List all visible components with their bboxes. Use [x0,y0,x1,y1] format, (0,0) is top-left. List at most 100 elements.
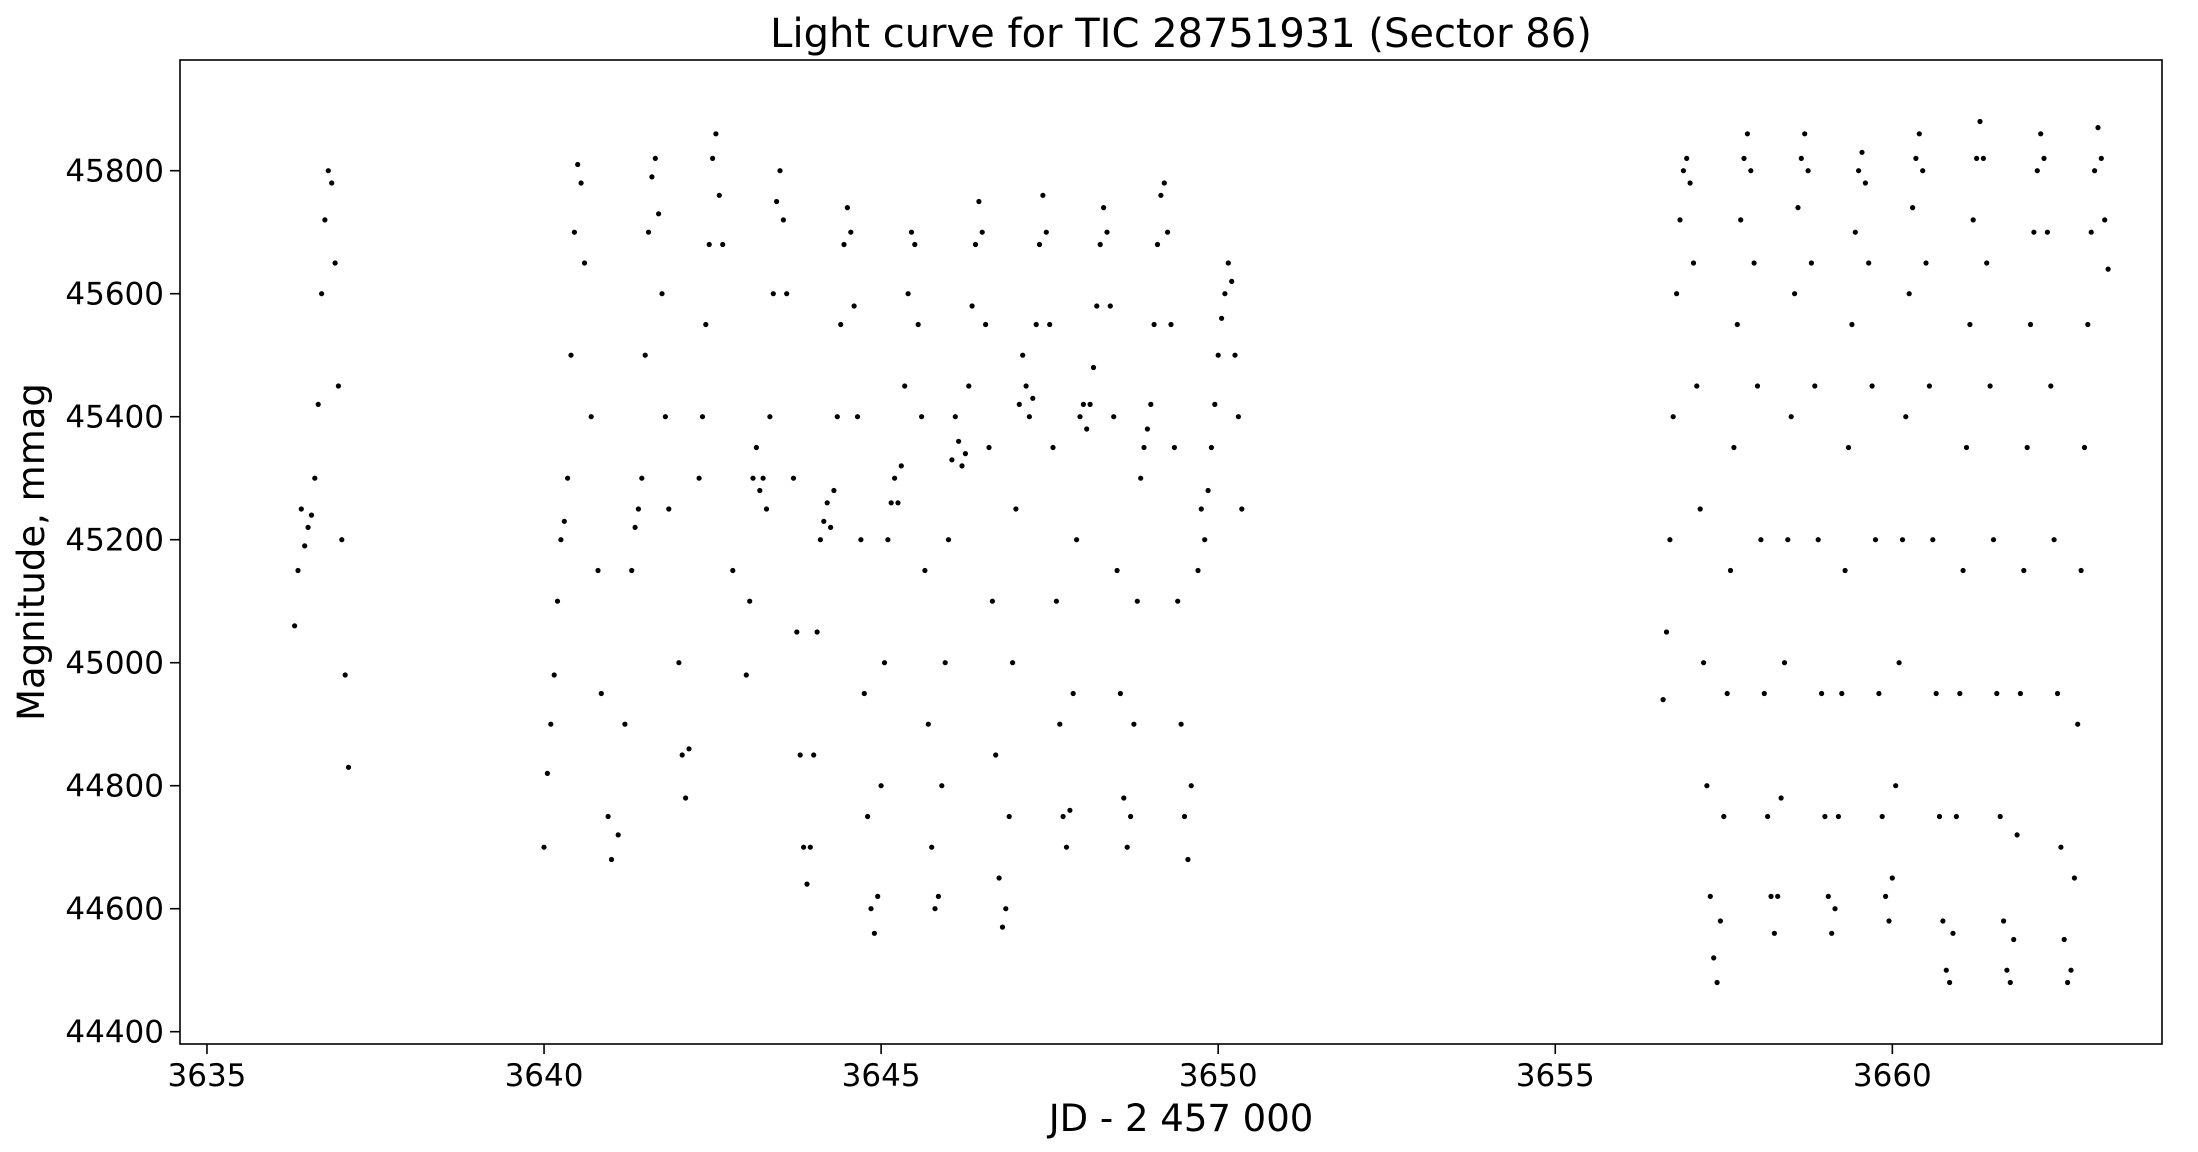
data-point-0-170 [1111,414,1117,420]
data-point-0-213 [1677,217,1683,223]
data-point-0-18 [544,770,551,777]
data-point-0-115 [925,721,931,727]
data-point-0-243 [1778,795,1784,801]
data-point-0-266 [1856,168,1862,174]
data-point-0-162 [1084,426,1090,432]
data-point-0-26 [571,229,578,235]
y-tick-label-3: 45000 [65,646,164,682]
data-point-0-340 [2105,266,2111,272]
data-point-0-45 [656,211,662,217]
data-point-0-10 [325,168,331,174]
data-point-0-87 [831,487,837,494]
x-axis-label: JD - 2 457 000 [1047,1097,1314,1140]
data-point-0-269 [1866,260,1872,266]
data-point-0-6 [312,475,318,481]
data-point-0-231 [1738,217,1744,223]
data-point-0-134 [989,598,996,604]
data-point-0-95 [858,537,864,543]
data-point-0-328 [2065,979,2071,986]
data-point-0-227 [1724,690,1730,697]
data-point-0-223 [1711,955,1717,961]
data-point-0-291 [1940,918,1946,924]
data-point-0-97 [865,813,871,820]
data-point-0-206 [1235,414,1241,420]
data-point-0-104 [888,500,894,506]
data-point-0-55 [703,321,709,328]
data-point-0-1 [295,567,301,574]
data-point-0-165 [1094,303,1100,309]
data-point-0-296 [1957,690,1963,697]
data-point-0-230 [1734,321,1740,328]
data-point-0-70 [770,291,776,297]
data-point-0-187 [1168,321,1174,328]
data-point-0-54 [699,414,706,420]
data-point-0-311 [2007,979,2013,986]
data-point-0-60 [720,241,726,248]
data-point-0-210 [1667,537,1673,543]
data-point-0-245 [1785,537,1791,543]
data-point-0-233 [1744,131,1750,137]
data-point-0-336 [2092,168,2098,174]
data-point-0-27 [575,161,581,168]
data-point-0-294 [1950,930,1956,936]
data-point-0-323 [2048,383,2054,389]
data-point-0-145 [1026,414,1032,420]
data-point-0-106 [895,500,901,506]
data-point-0-32 [598,690,604,697]
y-axis-ticks: 44400 44600 44800 45000 45200 45400 45600 45800 [65,154,180,1051]
data-point-0-79 [804,881,810,887]
data-point-0-59 [716,192,722,198]
data-point-0-251 [1805,168,1811,174]
data-point-0-120 [942,660,948,666]
data-point-0-118 [935,893,942,900]
data-point-0-172 [1117,690,1123,697]
data-point-0-167 [1101,205,1107,211]
data-point-0-293 [1947,979,1953,986]
data-point-0-58 [713,131,719,137]
y-tick-label-7: 45800 [65,154,164,190]
data-point-0-226 [1721,813,1727,820]
data-point-0-174 [1124,844,1130,850]
data-point-0-19 [548,721,554,727]
data-point-0-184 [1158,192,1164,198]
data-point-0-46 [659,291,665,297]
data-point-0-298 [1963,444,1970,451]
data-point-0-143 [1020,352,1026,358]
x-tick-label-4: 3655 [1516,1058,1595,1094]
data-point-0-195 [1198,506,1204,512]
data-point-0-68 [763,506,770,512]
data-point-0-142 [1016,401,1022,407]
data-point-0-71 [774,198,780,205]
data-point-0-47 [662,414,669,420]
data-points [292,118,2111,986]
data-point-0-322 [2044,229,2050,235]
data-point-0-25 [568,352,574,358]
data-point-0-218 [1694,383,1700,389]
data-point-0-7 [315,401,321,407]
data-point-0-256 [1822,813,1828,820]
data-point-0-83 [817,537,824,543]
data-point-0-0 [292,623,298,629]
data-point-0-339 [2102,217,2108,223]
data-point-0-209 [1663,629,1670,635]
data-point-0-244 [1781,660,1788,666]
data-point-0-38 [632,524,638,531]
data-point-0-281 [1906,291,1912,297]
data-point-0-153 [1053,598,1059,604]
data-point-0-292 [1943,967,1949,973]
data-point-0-216 [1687,180,1693,186]
data-point-0-146 [1030,395,1036,401]
data-point-0-158 [1070,690,1076,697]
x-tick-label-5: 3660 [1853,1058,1932,1094]
data-point-0-221 [1704,783,1710,789]
data-point-0-123 [952,414,958,420]
data-point-0-263 [1845,444,1852,451]
data-point-0-137 [999,924,1006,930]
data-point-0-159 [1074,537,1080,543]
data-point-0-29 [581,260,588,266]
data-point-0-164 [1090,364,1097,371]
data-point-0-77 [797,752,803,758]
data-point-0-202 [1222,291,1228,297]
data-point-0-201 [1219,315,1225,321]
data-point-0-277 [1893,783,1899,789]
